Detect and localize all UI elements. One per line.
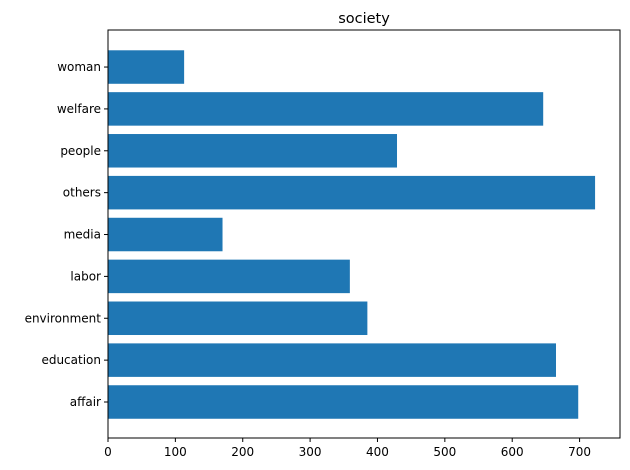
y-tick-label: labor xyxy=(70,269,101,283)
x-tick-label: 0 xyxy=(104,445,112,459)
x-tick-label: 300 xyxy=(299,445,322,459)
plot-frame xyxy=(107,29,621,439)
y-axis-ticks: affair education environment labor media othe… xyxy=(25,60,108,409)
y-tick-label: education xyxy=(41,353,101,367)
chart-title: society xyxy=(338,11,390,27)
bar-education xyxy=(108,343,556,377)
x-tick-label: 100 xyxy=(164,445,187,459)
bar-affair xyxy=(108,385,579,419)
x-tick-label: 700 xyxy=(568,445,591,459)
x-axis-ticks: 0 100 200 300 400 500 600 700 xyxy=(104,438,591,459)
y-tick-label: people xyxy=(60,144,101,158)
y-tick-label: affair xyxy=(70,395,101,409)
y-tick-label: woman xyxy=(57,60,101,74)
bar-others xyxy=(108,175,596,210)
x-tick-label: 500 xyxy=(433,445,456,459)
y-tick-label: others xyxy=(63,186,101,200)
y-tick-label: media xyxy=(64,228,101,242)
y-tick-label: welfare xyxy=(57,102,101,116)
x-tick-label: 200 xyxy=(231,445,254,459)
bar-media xyxy=(108,217,223,252)
bars-layer xyxy=(108,50,596,419)
x-tick-label: 400 xyxy=(366,445,389,459)
x-tick-label: 600 xyxy=(501,445,524,459)
y-tick-label: environment xyxy=(25,311,102,325)
bar-woman xyxy=(108,50,185,84)
bar-environment xyxy=(108,301,368,336)
bar-people xyxy=(108,134,398,168)
bar-welfare xyxy=(108,92,544,126)
bar-labor xyxy=(108,259,350,294)
